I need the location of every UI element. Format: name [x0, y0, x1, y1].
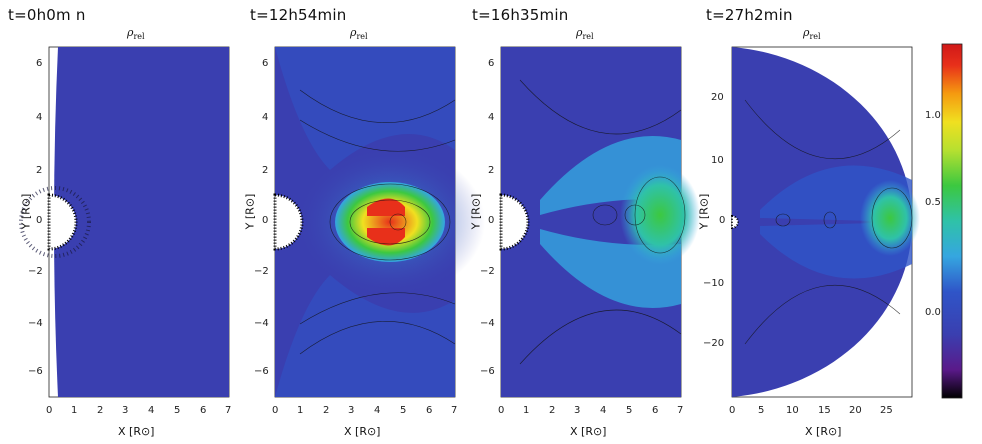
panel1-time: t=0h0m n — [8, 6, 86, 24]
panel4-xtick: 0 — [729, 405, 736, 416]
panel3-xtick: 1 — [523, 405, 530, 416]
panel1-xtick: 1 — [71, 405, 78, 416]
panel1-xtick: 4 — [148, 405, 155, 416]
panel3-time: t=16h35min — [472, 6, 569, 24]
panel1-ytick: −6 — [28, 366, 43, 377]
panel4-xtick: 15 — [818, 405, 831, 416]
panel2-ytick: 0 — [262, 215, 269, 226]
panel4-ylabel: Y [R⊙] — [697, 193, 711, 230]
colorbar-tick: 0.0 — [925, 307, 941, 318]
panel2-plot — [273, 46, 485, 398]
colorbar-tick: 1.0 — [925, 110, 941, 121]
panel1-ytick: −2 — [28, 266, 43, 277]
panel3-xtick: 0 — [498, 405, 505, 416]
panel2-ytick: −2 — [254, 266, 269, 277]
panel4-ytick: 20 — [711, 92, 724, 103]
panel3-ytick: 2 — [488, 165, 495, 176]
panel4-title: ρrel — [803, 26, 821, 42]
panel3-xtick: 2 — [549, 405, 556, 416]
panel3-ytick: −6 — [480, 366, 495, 377]
panel1-xtick: 0 — [46, 405, 53, 416]
panel1-plot — [19, 46, 230, 398]
panel3-ytick: 4 — [488, 112, 495, 123]
panel1-xtick: 2 — [97, 405, 104, 416]
colorbar-gradient — [941, 43, 963, 399]
panel3-xtick: 7 — [677, 405, 684, 416]
panel1-ytick: 0 — [36, 215, 43, 226]
panel1-xlabel: X [R⊙] — [118, 425, 155, 438]
panel3-ytick: 0 — [488, 215, 495, 226]
panel2-xtick: 0 — [272, 405, 279, 416]
panel1-title: ρrel — [127, 26, 145, 42]
panel4-ytick: −20 — [703, 338, 725, 349]
panel1-xtick: 5 — [174, 405, 181, 416]
panel4-ytick: 0 — [719, 215, 726, 226]
panel4-xtick: 20 — [849, 405, 862, 416]
panel2-sun — [273, 193, 304, 251]
panel4-time: t=27h2min — [706, 6, 793, 24]
panel3-xtick: 5 — [626, 405, 633, 416]
panel4-xtick: 25 — [880, 405, 893, 416]
panel2-ytick: 4 — [262, 112, 269, 123]
panel2-title: ρrel — [350, 26, 368, 42]
colorbar-tick: 0.5 — [925, 197, 941, 208]
panel4-plot — [731, 46, 920, 398]
panel3-xlabel: X [R⊙] — [570, 425, 607, 438]
panel3-ytick: 6 — [488, 58, 495, 69]
panel4-sun — [731, 214, 739, 230]
panel1-ytick: 2 — [36, 165, 43, 176]
panel2-time: t=12h54min — [250, 6, 347, 24]
panel3-ytick: −2 — [480, 266, 495, 277]
panel2-xtick: 1 — [297, 405, 304, 416]
panel3-xtick: 4 — [600, 405, 607, 416]
panel2-xtick: 3 — [348, 405, 355, 416]
panel3-sun — [499, 193, 530, 251]
panel4-xtick: 5 — [758, 405, 765, 416]
panel2-ytick: −6 — [254, 366, 269, 377]
panel3-xtick: 6 — [652, 405, 659, 416]
panel4-xlabel: X [R⊙] — [805, 425, 842, 438]
panel1-sun — [47, 193, 78, 251]
panel2-ytick: 6 — [262, 58, 269, 69]
panel2-xtick: 4 — [374, 405, 381, 416]
panel3-title: ρrel — [576, 26, 594, 42]
panel1-xtick: 7 — [225, 405, 232, 416]
panel3-xtick: 3 — [574, 405, 581, 416]
panel4-ytick: −10 — [703, 278, 725, 289]
panel2-xtick: 6 — [426, 405, 433, 416]
panel3-ytick: −4 — [480, 318, 495, 329]
panel4-ytick: 10 — [711, 155, 724, 166]
panel1-xtick: 6 — [200, 405, 207, 416]
panel2-xtick: 5 — [400, 405, 407, 416]
panel1-field — [54, 47, 229, 397]
panel3-plot — [499, 46, 700, 398]
panel2-ytick: 2 — [262, 165, 269, 176]
panel2-xlabel: X [R⊙] — [344, 425, 381, 438]
panel2-xtick: 7 — [451, 405, 458, 416]
panel2-xtick: 2 — [323, 405, 330, 416]
panel4-xtick: 10 — [786, 405, 799, 416]
panel1-ytick: 6 — [36, 58, 43, 69]
panel1-xtick: 3 — [122, 405, 129, 416]
panel1-ytick: −4 — [28, 318, 43, 329]
panel1-ytick: 4 — [36, 112, 43, 123]
panel2-ytick: −4 — [254, 318, 269, 329]
